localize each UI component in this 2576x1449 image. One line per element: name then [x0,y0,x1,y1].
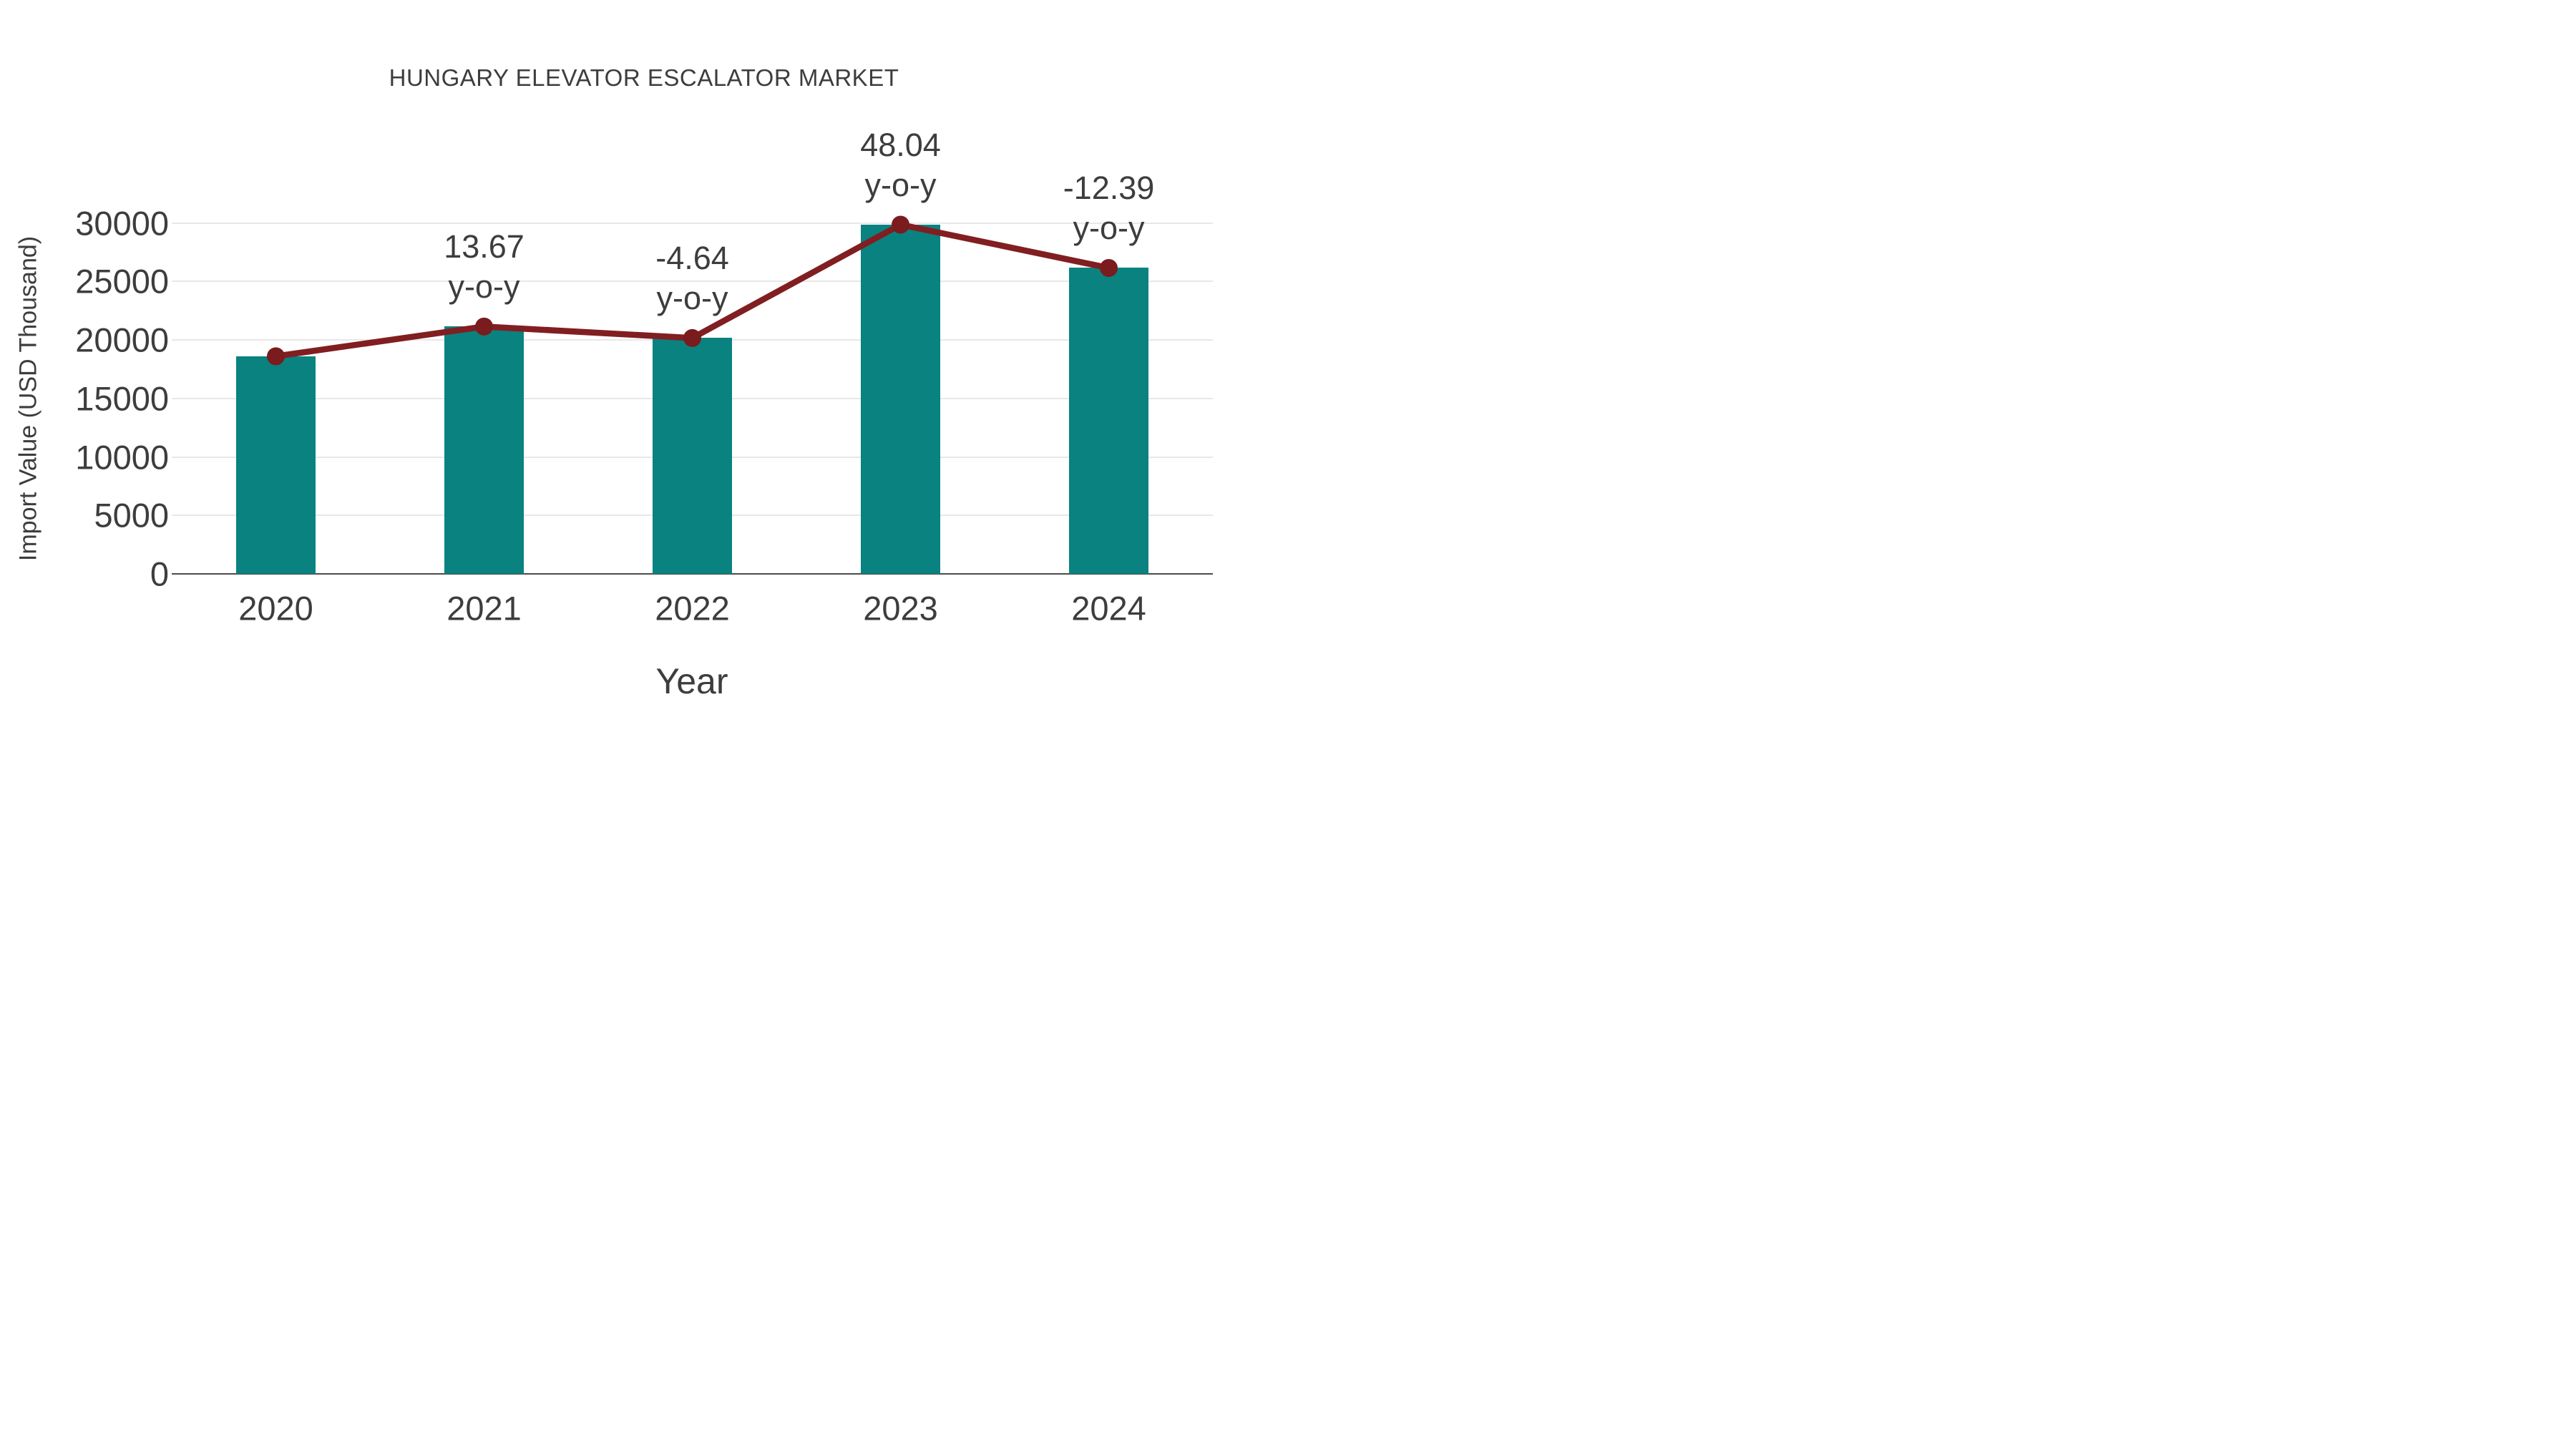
data-point-2024 [1100,258,1118,277]
yoy-value-2022: -4.64 [655,240,729,277]
bar-2020 [236,356,316,574]
yoy-suffix-2023: y-o-y [864,166,937,203]
bar-2022 [653,338,732,574]
h-gridline [172,222,1213,224]
bar-2023 [861,224,940,574]
y-tick-label: 15000 [75,379,169,418]
yoy-suffix-2024: y-o-y [1073,210,1145,247]
chart-title: HUNGARY ELEVATOR ESCALATOR MARKET [389,64,899,91]
trend-line-layer [267,215,1118,366]
y-tick-label: 30000 [75,204,169,242]
x-tick-label-2022: 2022 [655,589,730,628]
yoy-value-2023: 48.04 [860,126,941,163]
data-point-2022 [683,328,701,347]
yoy-suffix-2021: y-o-y [448,268,520,306]
x-tick-label-2024: 2024 [1071,589,1146,628]
x-tick-label-2020: 2020 [238,589,313,628]
y-tick-label: 0 [150,555,169,593]
chart-canvas: HUNGARY ELEVATOR ESCALATOR MARKET Import… [0,0,1288,725]
h-gridline [172,280,1213,283]
y-tick-label: 10000 [75,438,169,476]
bar-2021 [444,326,524,574]
bar-2024 [1069,268,1148,574]
yoy-suffix-2022: y-o-y [656,280,728,317]
x-axis-title: Year [655,661,728,701]
data-point-2021 [475,317,493,336]
y-tick-label: 20000 [75,321,169,359]
x-axis-line [172,573,1213,575]
data-point-2023 [892,215,909,234]
yoy-value-2024: -12.39 [1063,170,1155,207]
y-tick-label: 25000 [75,262,169,301]
x-tick-label-2023: 2023 [863,589,938,628]
y-tick-label: 5000 [94,496,169,535]
data-point-2020 [267,347,285,366]
yoy-value-2021: 13.67 [444,228,525,265]
x-tick-label-2021: 2021 [447,589,522,628]
